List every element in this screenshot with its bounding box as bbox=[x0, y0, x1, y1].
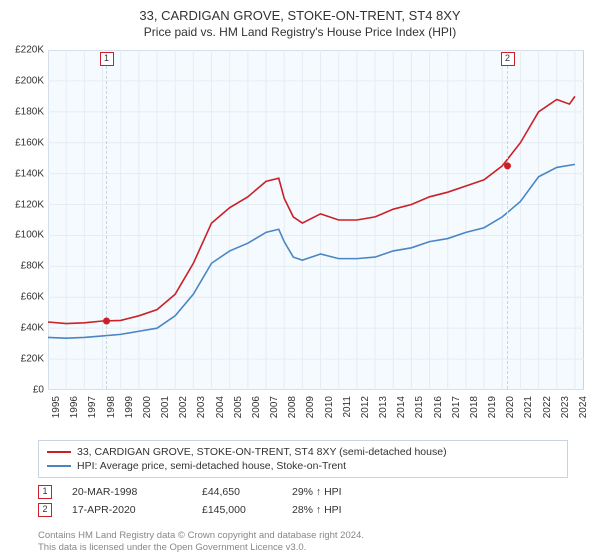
sale-row: 1 20-MAR-1998 £44,650 29% ↑ HPI bbox=[38, 483, 568, 501]
chart-container: 33, CARDIGAN GROVE, STOKE-ON-TRENT, ST4 … bbox=[0, 0, 600, 560]
legend-item: 33, CARDIGAN GROVE, STOKE-ON-TRENT, ST4 … bbox=[47, 445, 559, 459]
sale-date: 17-APR-2020 bbox=[72, 504, 182, 516]
y-tick-label: £160K bbox=[15, 137, 44, 148]
x-tick-label: 1996 bbox=[69, 396, 80, 418]
x-tick-label: 2018 bbox=[469, 396, 480, 418]
chart-title: 33, CARDIGAN GROVE, STOKE-ON-TRENT, ST4 … bbox=[0, 0, 600, 23]
x-tick-label: 2023 bbox=[560, 396, 571, 418]
x-tick-label: 1998 bbox=[106, 396, 117, 418]
sale-row: 2 17-APR-2020 £145,000 28% ↑ HPI bbox=[38, 501, 568, 519]
y-tick-label: £180K bbox=[15, 106, 44, 117]
sale-marker: 1 bbox=[38, 485, 52, 499]
y-tick-label: £80K bbox=[21, 261, 44, 272]
x-tick-label: 2017 bbox=[451, 396, 462, 418]
sales-table: 1 20-MAR-1998 £44,650 29% ↑ HPI 2 17-APR-2020… bbox=[38, 483, 568, 519]
y-tick-label: £60K bbox=[21, 292, 44, 303]
x-tick-label: 2000 bbox=[142, 396, 153, 418]
x-tick-label: 2011 bbox=[342, 396, 353, 418]
x-tick-label: 2012 bbox=[360, 396, 371, 418]
y-tick-label: £120K bbox=[15, 199, 44, 210]
x-tick-label: 2021 bbox=[523, 396, 534, 418]
x-tick-label: 2008 bbox=[287, 396, 298, 418]
series-line bbox=[48, 96, 575, 323]
sale-pct: 28% ↑ HPI bbox=[292, 504, 392, 516]
sale-marker-box: 2 bbox=[501, 52, 515, 66]
footer-attribution: Contains HM Land Registry data © Crown c… bbox=[38, 530, 364, 554]
legend-item: HPI: Average price, semi-detached house,… bbox=[47, 459, 559, 473]
series-line bbox=[48, 164, 575, 338]
x-axis-labels: 1995 1996 1997 1998 1999 2000 2001 2002 2003 2004… bbox=[48, 394, 584, 444]
sale-marker-box: 1 bbox=[100, 52, 114, 66]
y-tick-label: £100K bbox=[15, 230, 44, 241]
x-tick-label: 2013 bbox=[378, 396, 389, 418]
sale-date: 20-MAR-1998 bbox=[72, 486, 182, 498]
legend-label: 33, CARDIGAN GROVE, STOKE-ON-TRENT, ST4 … bbox=[77, 446, 447, 458]
x-tick-label: 2001 bbox=[160, 396, 171, 418]
legend: 33, CARDIGAN GROVE, STOKE-ON-TRENT, ST4 … bbox=[38, 440, 568, 478]
x-tick-label: 1995 bbox=[51, 396, 62, 418]
x-tick-label: 2004 bbox=[215, 396, 226, 418]
footer-line-2: This data is licensed under the Open Gov… bbox=[38, 542, 364, 554]
y-tick-label: £20K bbox=[21, 354, 44, 365]
y-tick-label: £140K bbox=[15, 168, 44, 179]
chart-plot-area: 12 bbox=[48, 50, 584, 390]
gridlines bbox=[48, 50, 584, 390]
x-tick-label: 2014 bbox=[396, 396, 407, 418]
x-tick-label: 2010 bbox=[324, 396, 335, 418]
x-tick-label: 2024 bbox=[578, 396, 589, 418]
plot-svg bbox=[48, 50, 584, 390]
data-lines bbox=[48, 96, 575, 338]
x-tick-label: 2007 bbox=[269, 396, 280, 418]
y-tick-label: £220K bbox=[15, 45, 44, 56]
legend-swatch bbox=[47, 465, 71, 467]
x-tick-label: 2005 bbox=[233, 396, 244, 418]
sale-pct: 29% ↑ HPI bbox=[292, 486, 392, 498]
sale-marker: 2 bbox=[38, 503, 52, 517]
sale-price: £44,650 bbox=[202, 486, 272, 498]
x-tick-label: 2002 bbox=[178, 396, 189, 418]
x-tick-label: 2022 bbox=[542, 396, 553, 418]
y-axis-labels: £0£20K£40K£60K£80K£100K£120K£140K£160K£1… bbox=[4, 50, 46, 390]
x-tick-label: 2009 bbox=[305, 396, 316, 418]
y-tick-label: £0 bbox=[33, 385, 44, 396]
x-tick-label: 1997 bbox=[87, 396, 98, 418]
y-tick-label: £200K bbox=[15, 75, 44, 86]
legend-label: HPI: Average price, semi-detached house,… bbox=[77, 460, 346, 472]
chart-subtitle: Price paid vs. HM Land Registry's House … bbox=[0, 23, 600, 43]
x-tick-label: 2016 bbox=[433, 396, 444, 418]
x-tick-label: 2003 bbox=[196, 396, 207, 418]
legend-swatch bbox=[47, 451, 71, 453]
x-tick-label: 1999 bbox=[124, 396, 135, 418]
x-tick-label: 2006 bbox=[251, 396, 262, 418]
x-tick-label: 2020 bbox=[505, 396, 516, 418]
sale-points bbox=[103, 66, 511, 390]
x-tick-label: 2015 bbox=[414, 396, 425, 418]
x-tick-label: 2019 bbox=[487, 396, 498, 418]
footer-line-1: Contains HM Land Registry data © Crown c… bbox=[38, 530, 364, 542]
sale-price: £145,000 bbox=[202, 504, 272, 516]
y-tick-label: £40K bbox=[21, 323, 44, 334]
